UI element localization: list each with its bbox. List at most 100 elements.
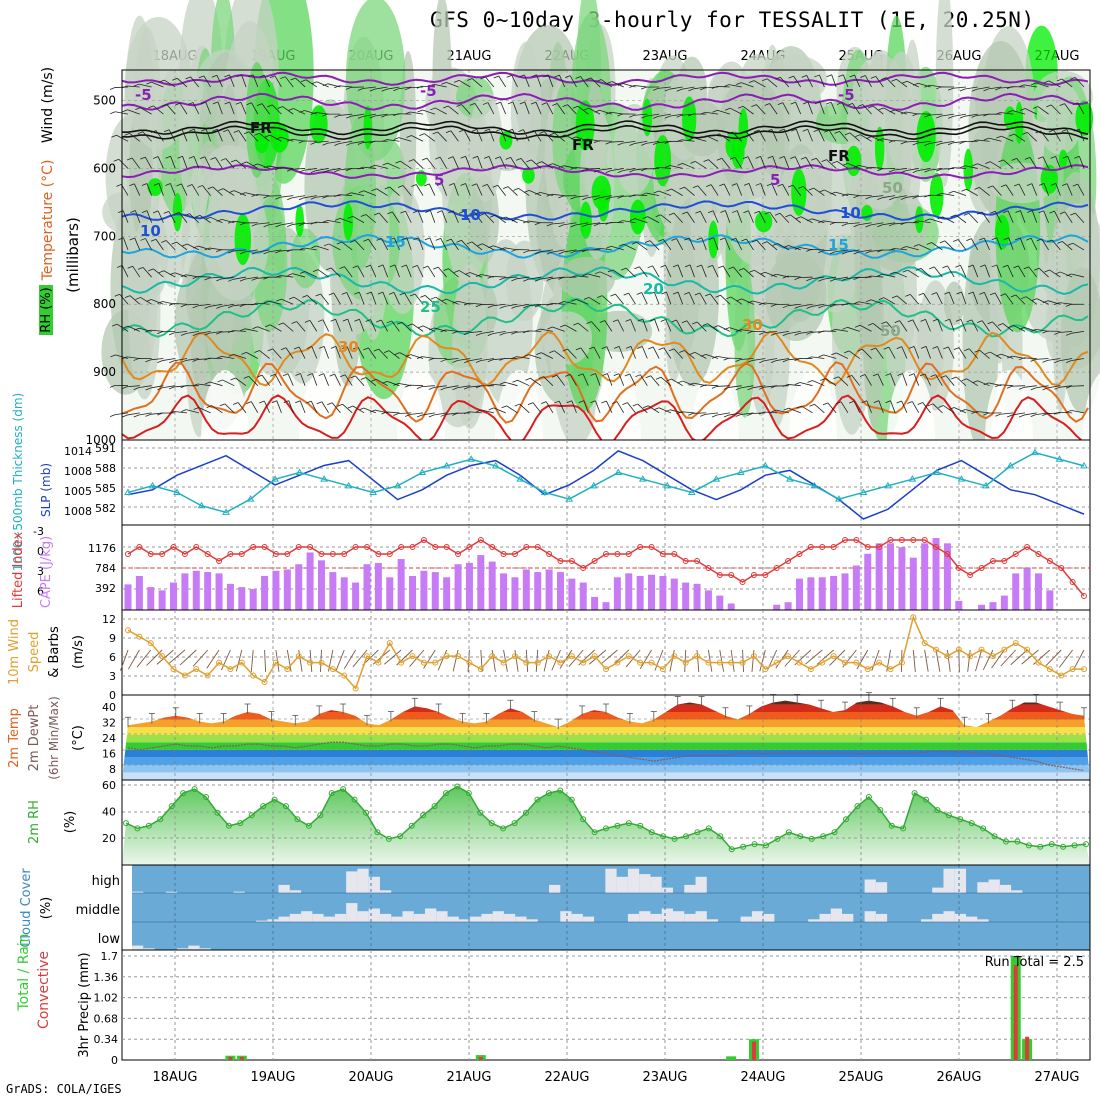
wind-barb xyxy=(492,383,506,387)
wind-barb-flag xyxy=(842,162,848,166)
wind-barb xyxy=(256,222,270,225)
wind-barb xyxy=(233,220,247,224)
rh-line-point xyxy=(1060,843,1067,850)
wind-barb xyxy=(1071,358,1085,362)
wind-barb xyxy=(174,330,188,334)
wind-barb xyxy=(378,212,388,224)
wind-barb-flag xyxy=(759,386,765,390)
wind-barb xyxy=(818,129,825,142)
cloud-cell xyxy=(605,868,617,893)
wind-barb-flag xyxy=(141,183,148,186)
wind-barb xyxy=(322,319,330,332)
wind-barb xyxy=(480,358,494,361)
wind-barb-flag xyxy=(1046,104,1052,108)
wind-barb xyxy=(293,296,306,305)
rh-line-point xyxy=(648,829,655,836)
wind-barb-flag xyxy=(711,86,718,89)
wind-barb-flag xyxy=(239,328,246,332)
wind-barb-flag xyxy=(323,243,330,247)
wind-barb xyxy=(701,237,707,251)
wind-barb xyxy=(924,373,931,386)
wind-barb xyxy=(792,184,802,196)
wind-barb xyxy=(493,245,506,251)
cloud-cell xyxy=(763,913,775,922)
wind-barb xyxy=(899,320,908,332)
cloud-cell xyxy=(864,879,876,893)
wind-barb xyxy=(825,378,837,387)
wind-barb-flag xyxy=(310,170,316,174)
wind-barb-flag xyxy=(706,184,712,187)
wind-barb xyxy=(610,168,624,172)
wind-barb xyxy=(777,243,790,251)
wind-barb-flag xyxy=(1043,80,1050,84)
wind-barb xyxy=(235,649,243,672)
wind-speed-line-point xyxy=(603,666,609,673)
cape-bar xyxy=(932,538,940,610)
wind-barb-flag xyxy=(1030,387,1036,391)
wind-barb-flag xyxy=(401,264,407,268)
rh-shade-high xyxy=(874,126,885,171)
wind-barb-flag xyxy=(770,360,777,363)
wind-barb-flag xyxy=(870,76,876,79)
wind-barb xyxy=(410,384,424,387)
wind-barb-flag xyxy=(1018,414,1025,418)
wind-barb xyxy=(699,292,707,305)
wind-barb xyxy=(295,77,306,88)
wind-barb-flag xyxy=(1054,332,1060,335)
wind-barb xyxy=(424,133,436,142)
wind-barb-flag xyxy=(605,170,612,174)
wind-barb-flag xyxy=(511,306,517,309)
rh-shade-high xyxy=(172,192,183,232)
temperature-contour xyxy=(121,298,1089,338)
wind-barb-flag xyxy=(723,357,729,361)
thickness-line-point xyxy=(271,475,279,482)
wind-barb-flag xyxy=(711,356,718,359)
rh-line-point xyxy=(888,822,895,829)
wind-barb xyxy=(163,79,176,88)
wind-barb xyxy=(615,293,625,305)
wind-barb-flag xyxy=(724,327,730,331)
wind-barb xyxy=(665,319,672,332)
wind-barb xyxy=(303,247,317,251)
thickness-line-point xyxy=(540,488,549,495)
lifted-index-line-point xyxy=(625,551,632,557)
wind-barb-flag xyxy=(135,297,141,300)
wind-barb xyxy=(209,381,223,387)
lifted-index-line-point xyxy=(876,544,883,550)
rh-line-point xyxy=(180,790,187,797)
wind-barb-flag xyxy=(742,156,749,160)
wind-barb xyxy=(966,188,978,196)
wind-barb-flag xyxy=(482,183,488,187)
date-label-bottom: 21AUG xyxy=(446,1070,491,1085)
wind-barb-flag xyxy=(327,402,333,406)
wind-speed-line-point xyxy=(386,640,393,647)
wind-barb-flag xyxy=(376,319,382,323)
wind-barb-flag xyxy=(140,238,146,241)
wind-barb-flag xyxy=(360,377,366,380)
wind-barb xyxy=(474,103,483,115)
wind-barb-flag xyxy=(405,111,411,115)
wind-barb-flag xyxy=(783,407,789,411)
wind-barb-flag xyxy=(298,169,305,173)
lifted-index-line-point xyxy=(591,558,598,564)
wind-barb-flag xyxy=(223,129,229,133)
temperature-contour xyxy=(121,92,1089,111)
wind-barb xyxy=(181,183,188,196)
wind-barb xyxy=(707,323,719,332)
wind-barb xyxy=(782,184,790,196)
wind-barb xyxy=(556,103,566,115)
wind-barb-flag xyxy=(180,274,187,278)
wind-barb-flag xyxy=(227,220,234,224)
wind-barb xyxy=(134,210,141,223)
wind-barb-flag xyxy=(720,210,726,213)
wind-barb xyxy=(1047,385,1061,389)
wind-barb xyxy=(394,264,400,278)
wind-barb xyxy=(1071,330,1085,334)
temp-band xyxy=(122,727,1090,735)
wind-barb xyxy=(316,81,329,88)
wind-barb xyxy=(725,210,731,223)
wind-barb-flag xyxy=(857,348,863,352)
wind-barb xyxy=(652,265,660,278)
precip-total-bar xyxy=(726,1056,737,1060)
cape-bar xyxy=(591,596,599,610)
